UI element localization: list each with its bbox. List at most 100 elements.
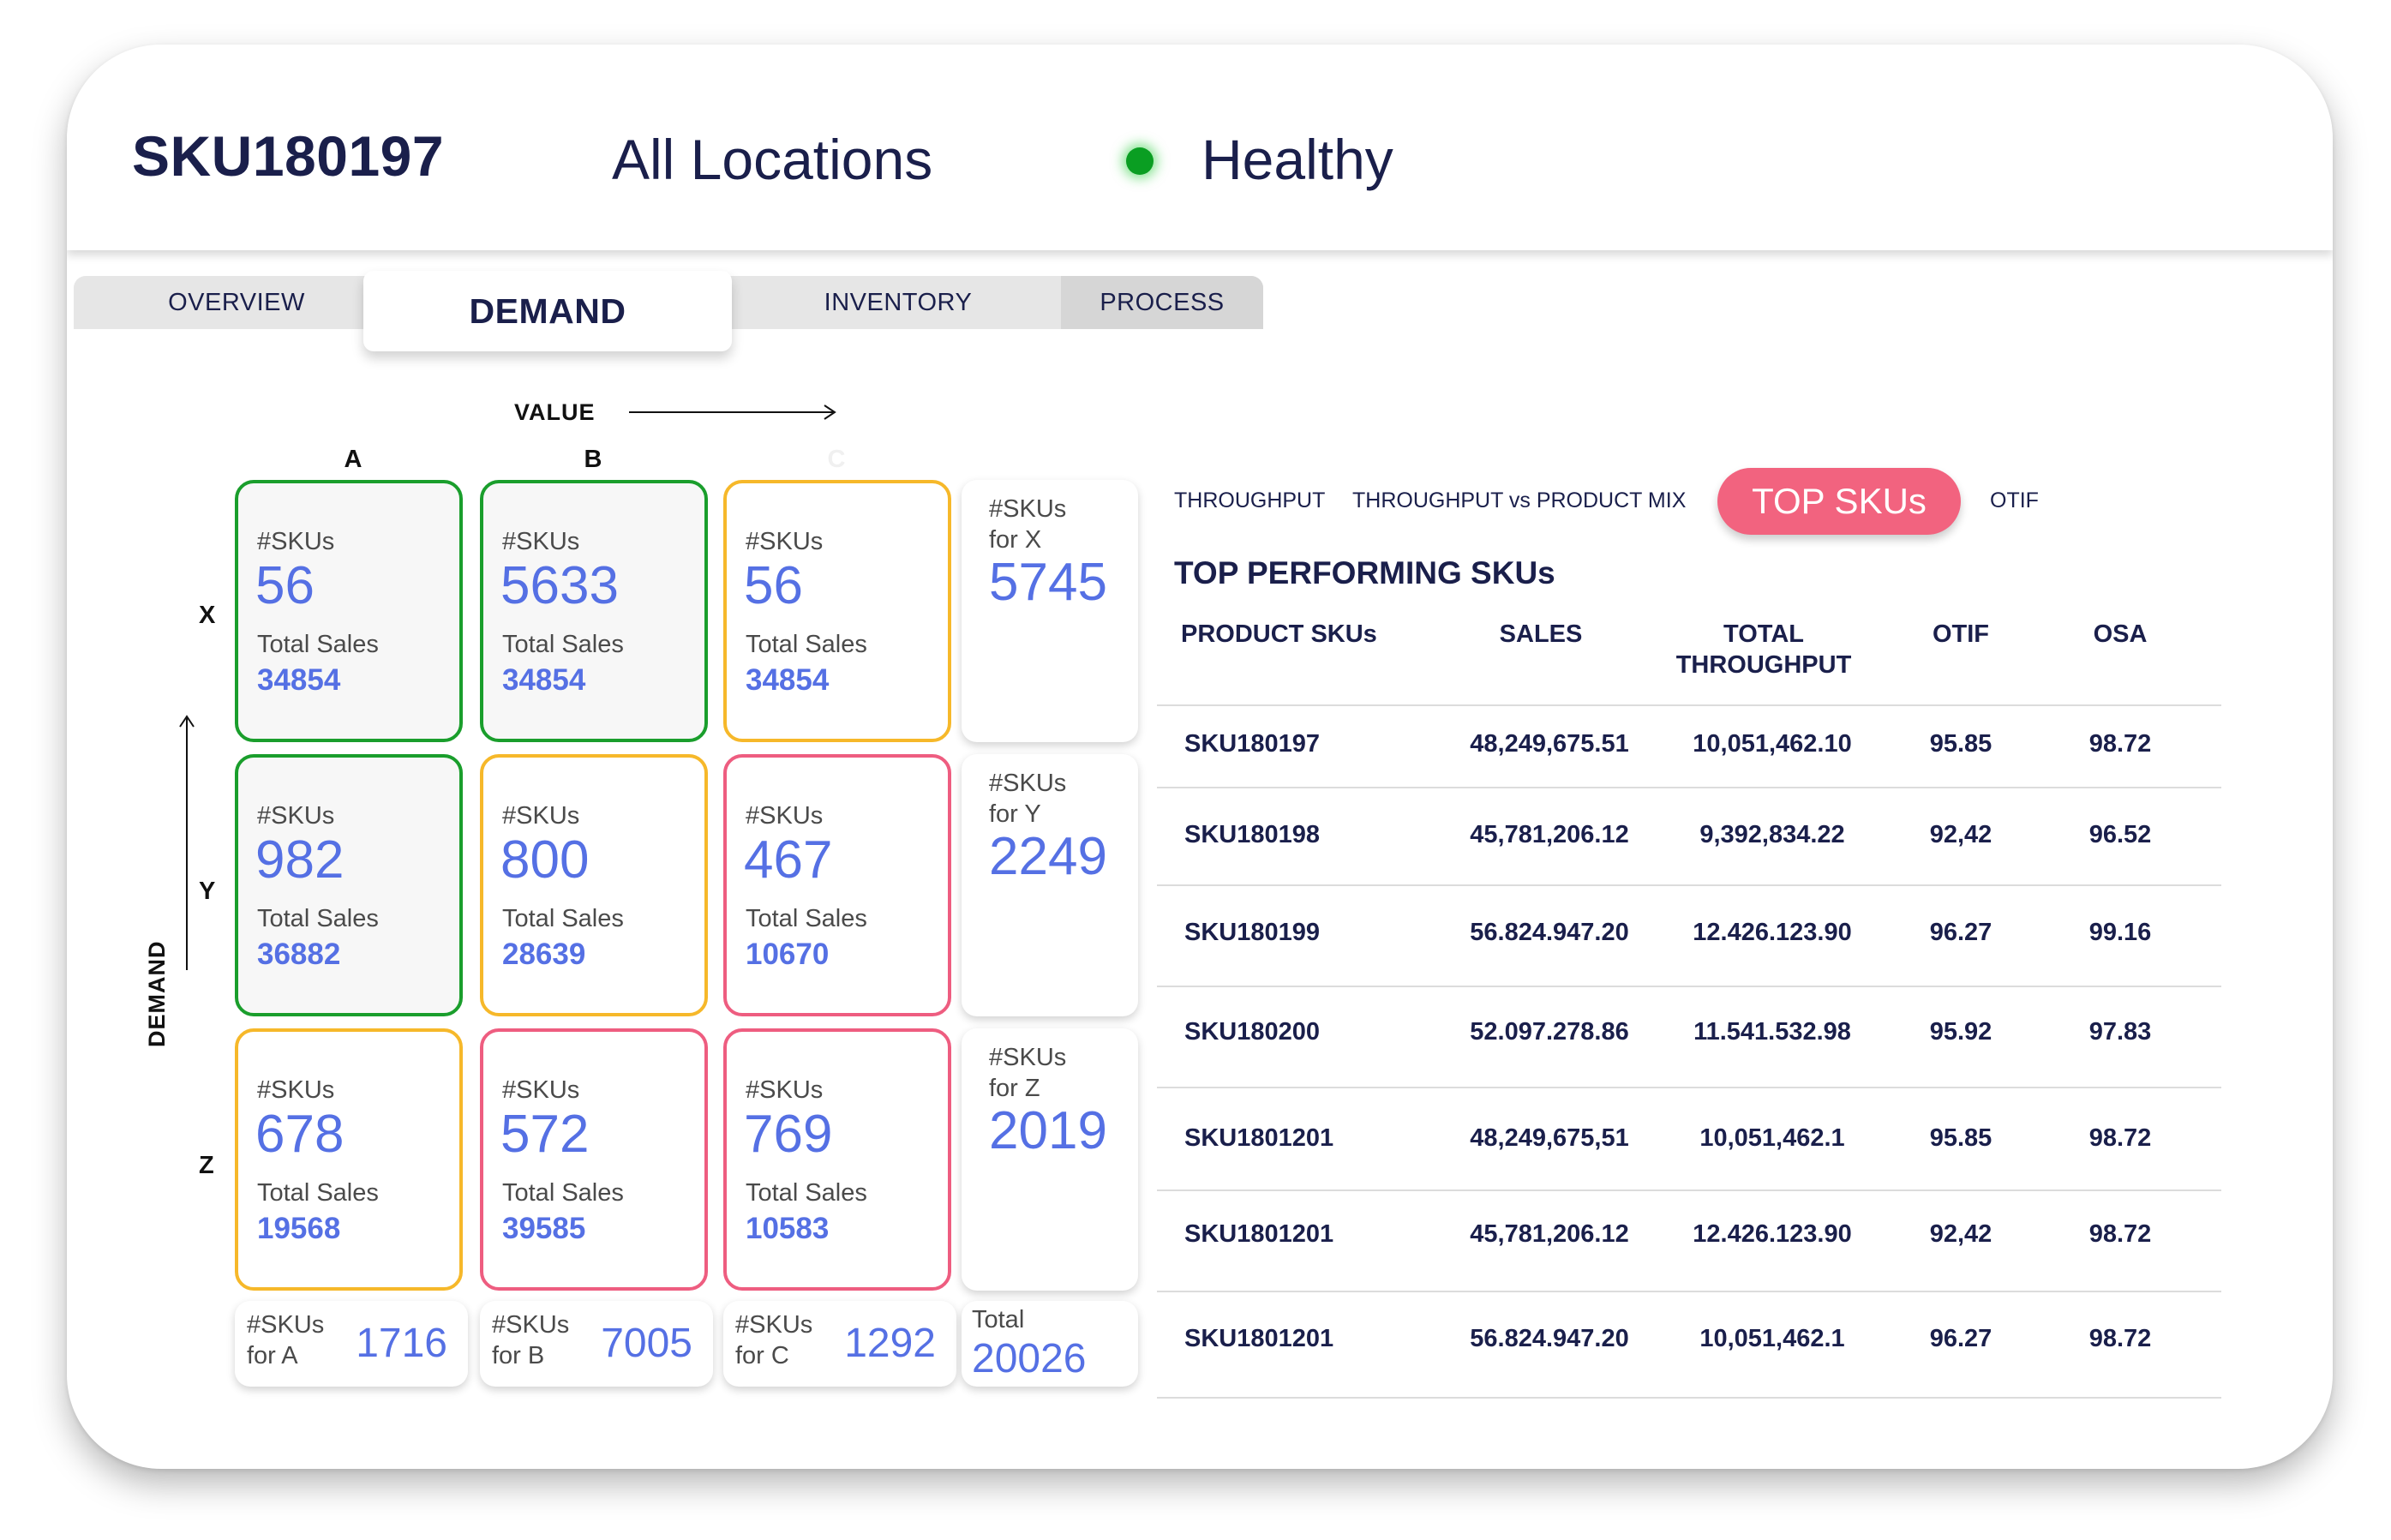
skus-count: 800 (500, 830, 590, 890)
table-row[interactable]: SKU180200 52.097.278.86 11.541.532.98 95.92… (67, 1018, 2333, 1052)
row-total-label: #SKUs for Z (989, 1044, 1067, 1102)
col-total-b: #SKUs for B 7005 (480, 1301, 713, 1387)
total-sales-value: 28639 (502, 938, 586, 971)
cell-total-throughput: 12.426.123.90 (1693, 919, 1852, 946)
table-row[interactable]: SKU1801201 48,249,675,51 10,051,462.1 95.85… (67, 1124, 2333, 1159)
location-selector[interactable]: All Locations (612, 128, 933, 191)
total-sales-value: 10583 (746, 1212, 830, 1245)
skus-label: #SKUs (257, 528, 335, 555)
skus-count: 5633 (500, 556, 619, 615)
col-total-value: 7005 (601, 1321, 692, 1366)
table-divider (1157, 986, 2221, 987)
table-row[interactable]: SKU1801201 45,781,206.12 12.426.123.90 92,4… (67, 1220, 2333, 1255)
total-sales-label: Total Sales (502, 631, 624, 658)
matrix-cell-cz[interactable]: #SKUs 769 Total Sales 10583 (723, 1028, 951, 1291)
cell-product-sku: SKU1801201 (1184, 1124, 1334, 1152)
status-indicator-icon (1126, 147, 1154, 175)
row-total-y: #SKUs for Y 2249 (962, 754, 1138, 1016)
col-total-value: 1716 (356, 1321, 447, 1366)
row-label-y: Y (199, 878, 216, 905)
table-row[interactable]: SKU1801201 56.824.947.20 10,051,462.1 96.27… (67, 1325, 2333, 1359)
cell-total-throughput: 10,051,462.10 (1693, 730, 1852, 758)
col-total-a: #SKUs for A 1716 (235, 1301, 468, 1387)
grand-total: Total 20026 (962, 1301, 1138, 1387)
matrix-cell-bz[interactable]: #SKUs 572 Total Sales 39585 (480, 1028, 708, 1291)
table-divider (1157, 1087, 2221, 1088)
subtab-otif[interactable]: OTIF (1990, 488, 2039, 512)
matrix-cell-cx[interactable]: #SKUs 56 Total Sales 34854 (723, 480, 951, 742)
tab-process[interactable]: PROCESS (1061, 276, 1263, 329)
skus-count: 572 (500, 1105, 590, 1164)
cell-otif: 96.27 (1929, 1325, 1992, 1352)
value-arrow-icon (629, 404, 836, 420)
row-total-value: 5745 (989, 553, 1107, 612)
total-sales-value: 34854 (502, 663, 586, 697)
cell-product-sku: SKU180200 (1184, 1018, 1320, 1046)
total-sales-label: Total Sales (746, 631, 867, 658)
cell-product-sku: SKU1801201 (1184, 1220, 1334, 1248)
matrix-cell-az[interactable]: #SKUs 678 Total Sales 19568 (235, 1028, 463, 1291)
cell-otif: 95.85 (1929, 1124, 1992, 1152)
table-row[interactable]: SKU180197 48,249,675.51 10,051,462.10 95.85… (67, 730, 2333, 764)
subtab-top-skus[interactable]: TOP SKUs (1717, 468, 1961, 535)
col-total-label: #SKUs for A (247, 1311, 325, 1369)
subtab-throughput[interactable]: THROUGHPUT (1174, 488, 1326, 512)
col-header-sales: SALES (1499, 620, 1583, 648)
cell-sales: 45,781,206.12 (1470, 821, 1629, 848)
skus-label: #SKUs (746, 1076, 824, 1104)
col-header-otif: OTIF (1932, 620, 1990, 648)
cell-sales: 56.824.947.20 (1470, 919, 1629, 946)
table-divider (1157, 1397, 2221, 1399)
row-total-value: 2249 (989, 827, 1107, 886)
tab-inventory[interactable]: INVENTORY (824, 289, 973, 316)
total-sales-value: 34854 (257, 663, 341, 697)
total-sales-value: 36882 (257, 938, 341, 971)
cell-osa: 99.16 (2088, 919, 2152, 946)
skus-label: #SKUs (502, 528, 580, 555)
skus-count: 56 (744, 556, 803, 615)
header-bar: SKU180197 All Locations Healthy (67, 45, 2333, 250)
tab-overview[interactable]: OVERVIEW (168, 289, 305, 316)
row-total-z: #SKUs for Z 2019 (962, 1028, 1138, 1291)
skus-count: 678 (255, 1105, 345, 1164)
cell-osa: 98.72 (2088, 1124, 2152, 1152)
cell-osa: 96.52 (2088, 821, 2152, 848)
col-total-value: 1292 (844, 1321, 936, 1366)
subtab-throughput-vs-product-mix[interactable]: THROUGHPUT vs PRODUCT MIX (1352, 488, 1687, 512)
table-row[interactable]: SKU180199 56.824.947.20 12.426.123.90 96.27… (67, 919, 2333, 953)
skus-label: #SKUs (502, 802, 580, 830)
skus-label: #SKUs (746, 802, 824, 830)
demand-arrow-icon (179, 715, 195, 970)
total-sales-label: Total Sales (502, 1179, 624, 1207)
value-axis-label: VALUE (514, 399, 596, 425)
cell-otif: 92,42 (1929, 821, 1992, 848)
skus-label: #SKUs (257, 1076, 335, 1104)
total-sales-value: 19568 (257, 1212, 341, 1245)
table-row[interactable]: SKU180198 45,781,206.12 9,392,834.22 92,42 9… (67, 821, 2333, 855)
grand-total-label: Total (972, 1306, 1025, 1333)
row-total-x: #SKUs for X 5745 (962, 480, 1138, 742)
col-header-osa: OSA (2093, 620, 2148, 648)
table-divider (1157, 787, 2221, 788)
cell-osa: 97.83 (2088, 1018, 2152, 1046)
total-sales-value: 10670 (746, 938, 830, 971)
col-total-label: #SKUs for C (735, 1311, 813, 1369)
total-sales-label: Total Sales (257, 905, 379, 932)
skus-count: 56 (255, 556, 315, 615)
col-header-total-throughput: TOTAL THROUGHPUT (1675, 620, 1852, 679)
sku-title: SKU180197 (132, 124, 445, 188)
matrix-cell-bx[interactable]: #SKUs 5633 Total Sales 34854 (480, 480, 708, 742)
col-label-c: C (827, 446, 846, 473)
matrix-cell-ay[interactable]: #SKUs 982 Total Sales 36882 (235, 754, 463, 1016)
total-sales-label: Total Sales (257, 1179, 379, 1207)
table-divider (1157, 1291, 2221, 1292)
tab-demand[interactable]: DEMAND (363, 271, 732, 351)
matrix-cell-ax[interactable]: #SKUs 56 Total Sales 34854 (235, 480, 463, 742)
matrix-cell-cy[interactable]: #SKUs 467 Total Sales 10670 (723, 754, 951, 1016)
total-sales-value: 39585 (502, 1212, 586, 1245)
cell-total-throughput: 10,051,462.1 (1699, 1124, 1845, 1152)
cell-product-sku: SKU1801201 (1184, 1325, 1334, 1352)
total-sales-label: Total Sales (746, 1179, 867, 1207)
row-total-value: 2019 (989, 1101, 1107, 1160)
matrix-cell-by[interactable]: #SKUs 800 Total Sales 28639 (480, 754, 708, 1016)
